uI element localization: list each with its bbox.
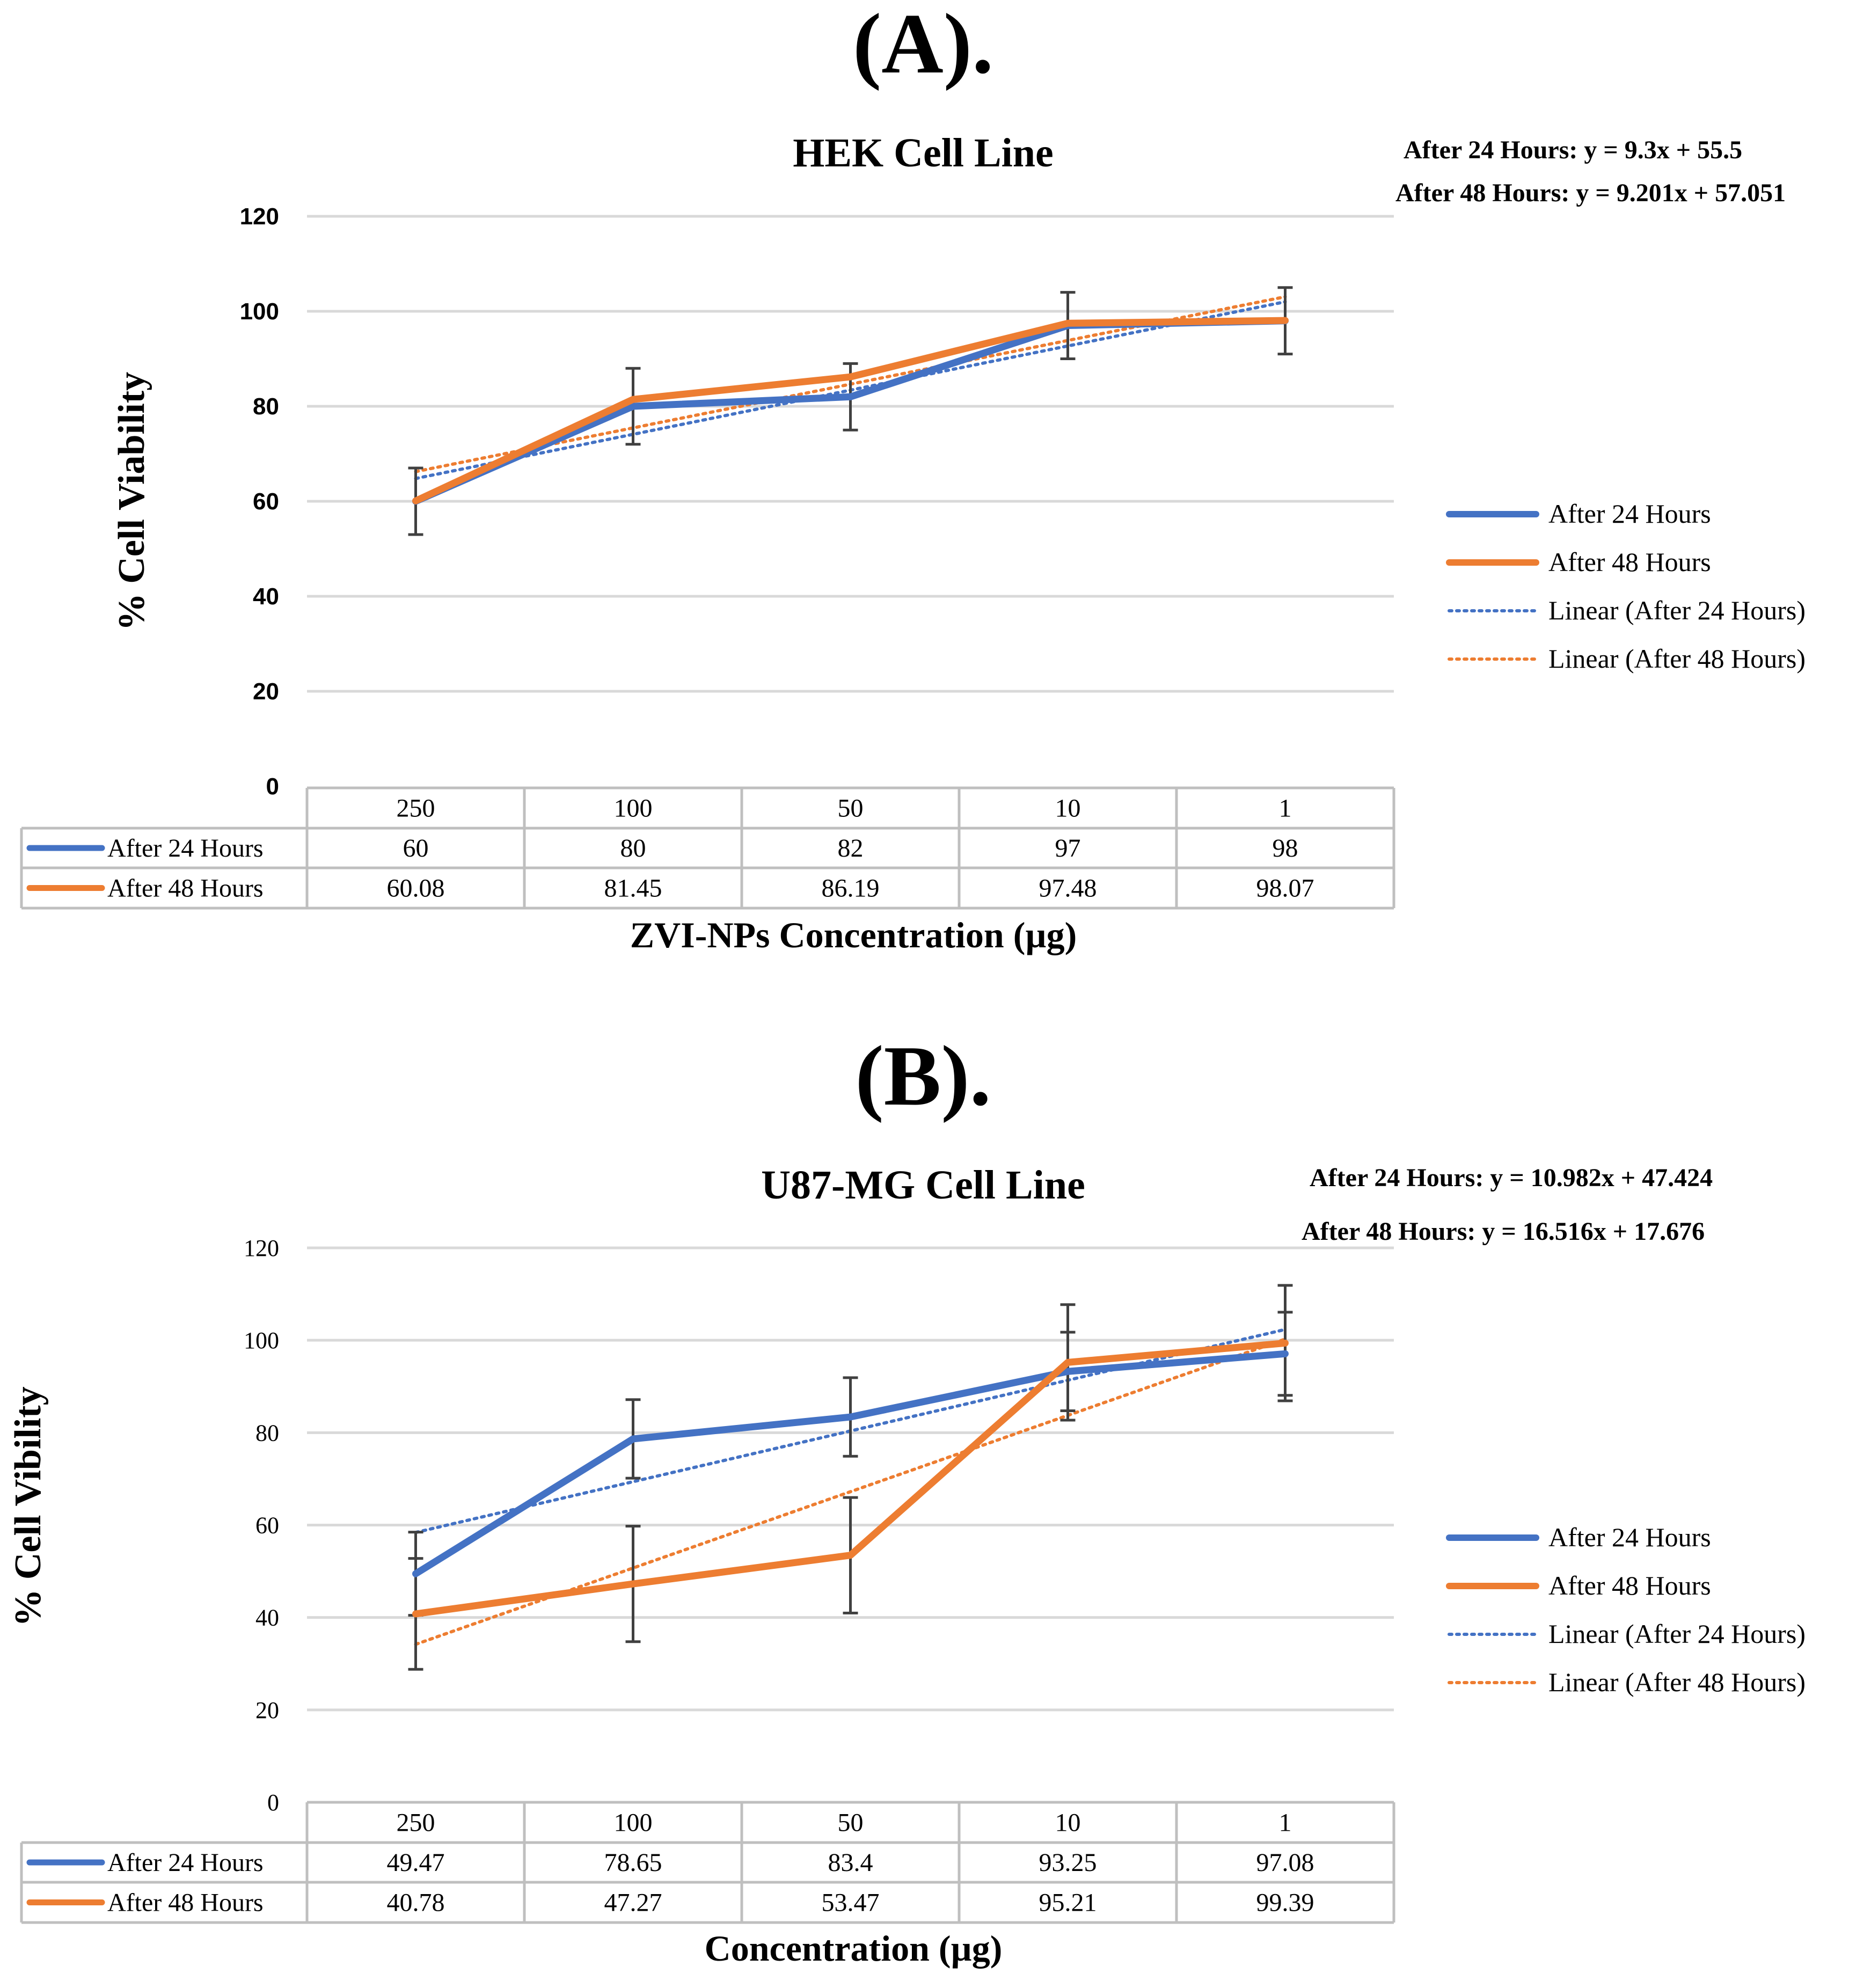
chart-b-x-tick-label: 100: [614, 1809, 653, 1837]
chart-b-series-line-48h: [412, 1339, 1289, 1618]
chart-b-trend-equation: After 48 Hours: y = 16.516x + 17.676: [1302, 1217, 1705, 1246]
chart-b-table-value: 97.08: [1256, 1848, 1314, 1877]
chart-a-y-tick-label: 100: [240, 298, 279, 325]
chart-a-x-tick-label: 10: [1055, 794, 1081, 823]
chart-b-legend-label: After 48 Hours: [1548, 1570, 1711, 1600]
chart-b-trend-equation: After 24 Hours: y = 10.982x + 47.424: [1310, 1164, 1713, 1192]
chart-a-x-tick-label: 250: [397, 794, 435, 823]
chart-b-table-series-name: After 24 Hours: [107, 1848, 264, 1877]
chart-b-x-axis-label: Concentration (µg): [705, 1928, 1003, 1969]
chart-a-table-value: 98: [1273, 834, 1298, 863]
chart-b-legend-label: Linear (After 48 Hours): [1548, 1667, 1806, 1697]
chart-b-y-tick-label: 20: [255, 1697, 279, 1723]
chart-a-y-tick-label: 120: [240, 203, 279, 230]
chart-a-y-tick-label: 0: [266, 773, 279, 800]
chart-b-table-value: 53.47: [822, 1889, 880, 1917]
chart-a-table-value: 82: [838, 834, 864, 863]
chart-b-table-value: 83.4: [828, 1848, 873, 1877]
chart-a-y-tick-label: 40: [253, 583, 279, 610]
chart-b-y-tick-label: 120: [244, 1235, 279, 1261]
chart-a-legend-label: After 48 Hours: [1548, 547, 1711, 577]
chart-b-x-tick-label: 10: [1055, 1809, 1081, 1837]
chart-b-x-tick-label: 1: [1279, 1809, 1292, 1837]
chart-b-x-tick-label: 50: [838, 1809, 864, 1837]
chart-a-table-value: 97.48: [1039, 874, 1097, 903]
chart-b-table-value: 93.25: [1039, 1848, 1097, 1877]
chart-b-table-series-name: After 48 Hours: [107, 1889, 264, 1917]
chart-b-table-value: 47.27: [604, 1889, 662, 1917]
chart-a-x-tick-label: 100: [614, 794, 653, 823]
chart-b-table-value: 78.65: [604, 1848, 662, 1877]
chart-b-panel-label: (B).: [855, 1028, 991, 1123]
chart-a-series-line-48h: [412, 317, 1289, 505]
chart-a-legend-label: After 24 Hours: [1548, 499, 1711, 529]
chart-b-y-tick-label: 80: [255, 1420, 279, 1446]
chart-b-y-tick-label: 100: [244, 1327, 279, 1354]
chart-a-x-tick-label: 50: [838, 794, 864, 823]
chart-b-table-value: 95.21: [1039, 1889, 1097, 1917]
chart-b-table-value: 99.39: [1256, 1889, 1314, 1917]
chart-a-y-axis-label: % Cell Viability: [111, 372, 152, 631]
chart-b-y-tick-label: 0: [267, 1789, 279, 1816]
chart-a-table-value: 80: [620, 834, 646, 863]
chart-a-trend-equation: After 48 Hours: y = 9.201x + 57.051: [1395, 179, 1786, 207]
chart-a-x-tick-label: 1: [1279, 794, 1292, 823]
chart-b-legend-label: After 24 Hours: [1548, 1522, 1711, 1552]
chart-b-table-value: 40.78: [387, 1889, 445, 1917]
chart-a-x-axis-label: ZVI-NPs Concentration (µg): [630, 915, 1077, 955]
chart-b-y-tick-label: 40: [255, 1605, 279, 1631]
chart-a-legend-label: Linear (After 48 Hours): [1548, 644, 1806, 674]
chart-a-legend-label: Linear (After 24 Hours): [1548, 595, 1806, 625]
chart-a-panel-label: (A).: [853, 0, 993, 91]
chart-b-series-line-24h: [412, 1350, 1289, 1577]
chart-a-table-value: 60.08: [387, 874, 445, 903]
chart-a-table-value: 98.07: [1256, 874, 1314, 903]
chart-a-trend-equation: After 24 Hours: y = 9.3x + 55.5: [1404, 136, 1742, 164]
chart-b-table-value: 49.47: [387, 1848, 445, 1877]
chart-a-y-tick-label: 20: [253, 678, 279, 705]
chart-a-y-tick-label: 60: [253, 488, 279, 515]
chart-a-table-value: 86.19: [822, 874, 880, 903]
chart-b-y-axis-label: % Cell Vibility: [8, 1386, 49, 1626]
chart-a-table-series-name: After 48 Hours: [107, 874, 264, 903]
chart-a-table-value: 81.45: [604, 874, 662, 903]
chart-b-y-tick-label: 60: [255, 1512, 279, 1539]
chart-b-x-tick-label: 250: [397, 1809, 435, 1837]
chart-a-table-value: 97: [1055, 834, 1081, 863]
chart-a-table-series-name: After 24 Hours: [107, 834, 264, 863]
chart-a-table-value: 60: [403, 834, 429, 863]
chart-b-title: U87-MG Cell Line: [761, 1163, 1085, 1208]
chart-a-title: HEK Cell Line: [793, 130, 1054, 176]
chart-b-legend-label: Linear (After 24 Hours): [1548, 1619, 1806, 1649]
chart-a-y-tick-label: 80: [253, 393, 279, 420]
